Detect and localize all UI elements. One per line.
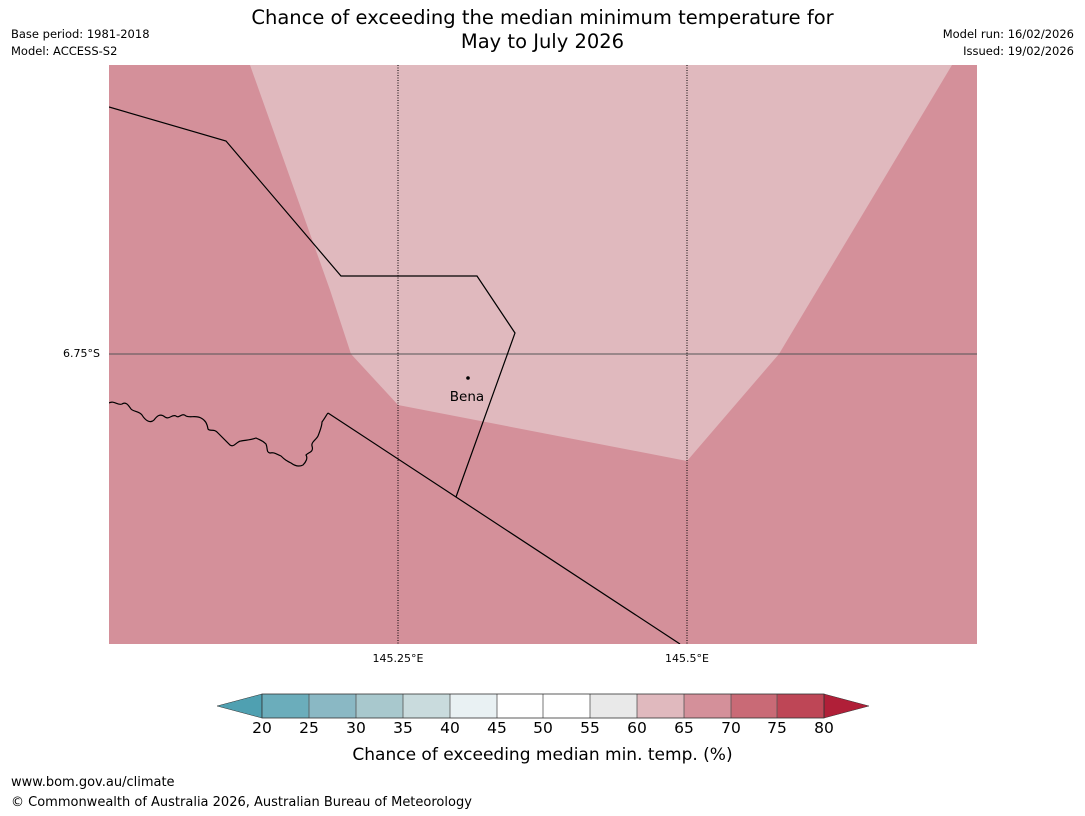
colorbar-tick-label: 25 — [299, 719, 319, 737]
colorbar-dividers — [308, 694, 778, 718]
colorbar-tick-label: 65 — [674, 719, 694, 737]
base-period: Base period: 1981-2018 — [11, 27, 150, 41]
colorbar-segment-55-60 — [590, 694, 637, 718]
title-line-1: Chance of exceeding the median minimum t… — [251, 6, 834, 29]
town-label: Bena — [450, 389, 484, 405]
colorbar-segment-75-80 — [777, 694, 824, 718]
latitude-label: 6.75°S — [63, 347, 100, 360]
colorbar-tick-label: 45 — [487, 719, 507, 737]
coastline — [109, 401, 329, 467]
longitude-label-145-25: 145.25°E — [372, 652, 424, 665]
colorbar-tick-label: 50 — [533, 719, 553, 737]
colorbar-segment-30-35 — [356, 694, 403, 718]
colorbar-tick-label: 80 — [814, 719, 834, 737]
colorbar-segment-65-70 — [684, 694, 731, 718]
colorbar-tick-label: 20 — [252, 719, 272, 737]
model-run: Model run: 16/02/2026 — [942, 27, 1074, 41]
map-title: Chance of exceeding the median minimum t… — [0, 6, 1085, 54]
colorbar-tick-label: 35 — [393, 719, 413, 737]
colorbar-segment-70-75 — [731, 694, 777, 718]
copyright-text: © Commonwealth of Australia 2026, Austra… — [11, 795, 472, 810]
colorbar-segment-60-65 — [637, 694, 684, 718]
meta-right: Model run: 16/02/2026 Issued: 19/02/2026 — [943, 26, 1074, 60]
colorbar-segment-40-45 — [450, 694, 497, 718]
colorbar-tick-label: 30 — [346, 719, 366, 737]
colorbar-tick-label: 75 — [767, 719, 787, 737]
probability-band-60-65 — [250, 65, 952, 461]
website-link[interactable]: www.bom.gov.au/climate — [11, 775, 175, 790]
colorbar-title: Chance of exceeding median min. temp. (%… — [352, 745, 733, 765]
colorbar-tick-label: 40 — [440, 719, 460, 737]
colorbar-segment-25-30 — [309, 694, 356, 718]
model-name: Model: ACCESS-S2 — [11, 44, 118, 58]
province-boundary — [327, 412, 681, 644]
district-boundary — [109, 106, 516, 498]
longitude-label-145-5: 145.5°E — [665, 652, 709, 665]
colorbar-tick-label: 55 — [580, 719, 600, 737]
colorbar-segment-20-25 — [262, 694, 309, 718]
issued-date: Issued: 19/02/2026 — [963, 44, 1074, 58]
colorbar-outline — [261, 693, 825, 719]
colorbar-segment-35-40 — [403, 694, 450, 718]
colorbar-segment-45-50 — [497, 694, 543, 718]
colorbar-extend-low — [216, 693, 263, 719]
title-line-2: May to July 2026 — [460, 30, 625, 53]
meta-left: Base period: 1981-2018 Model: ACCESS-S2 — [11, 26, 150, 60]
map-plot-area: Bena — [109, 65, 977, 644]
colorbar — [216, 693, 870, 719]
colorbar-segment-50-55 — [543, 694, 590, 718]
town-marker — [466, 376, 470, 380]
colorbar-tick-label: 70 — [721, 719, 741, 737]
colorbar-extend-high — [823, 693, 870, 719]
colorbar-tick-label: 60 — [627, 719, 647, 737]
